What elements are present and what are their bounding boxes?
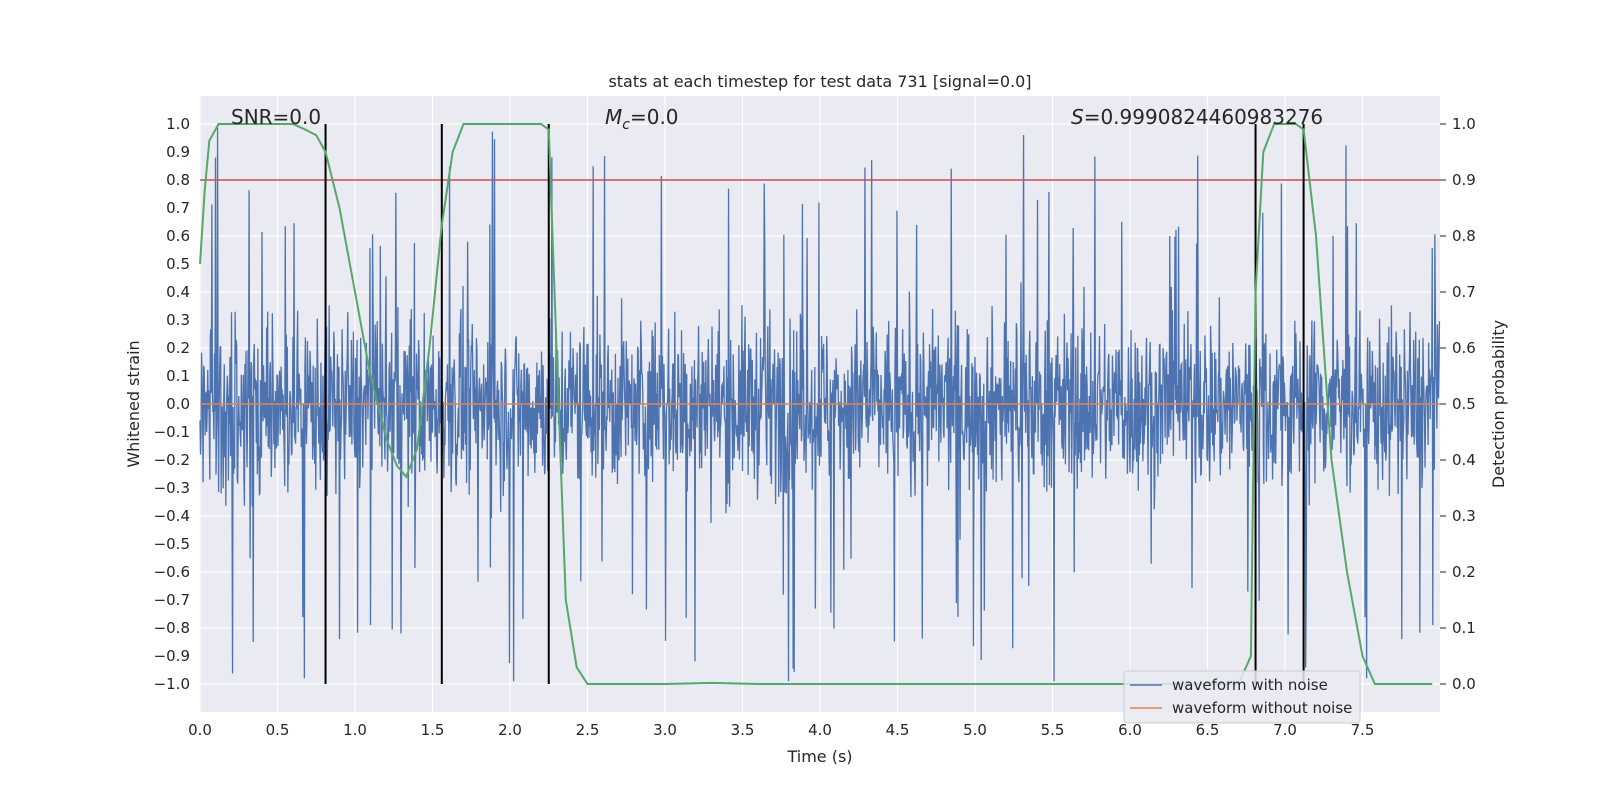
- y-tick-label: −0.9: [154, 647, 190, 665]
- legend-box: [1123, 670, 1361, 724]
- detection-probability-line: [199, 123, 1433, 685]
- y-tick-label: −0.7: [154, 591, 190, 609]
- y2-tick-label: 0.9: [1452, 171, 1476, 189]
- x-tick-label: 1.0: [343, 721, 367, 739]
- x-axis-ticks: 0.0 0.5 1.0 1.5 2.0 2.5 3.0 3.5 4.0 4.5 5.0 5.5 6.0 6…: [188, 721, 1374, 739]
- snr-annotation: SNR=0.0: [231, 105, 321, 129]
- y-axis-ticks: 1.0 0.9 0.8 0.7 0.6 0.5 0.4 0.3 0.2 0.1 0.0 −0.1 −0.…: [154, 115, 190, 693]
- x-tick-label: 5.5: [1041, 721, 1065, 739]
- score-symbol: S: [1071, 105, 1084, 129]
- y-tick-label: 0.3: [166, 311, 190, 329]
- x-tick-label: 4.5: [886, 721, 910, 739]
- y-tick-label: −0.5: [154, 535, 190, 553]
- detection-boundaries: [324, 124, 1305, 684]
- chirp-mass-value: =0.0: [630, 105, 679, 129]
- x-tick-label: 5.0: [963, 721, 987, 739]
- legend-label-noise: waveform with noise: [1172, 676, 1328, 694]
- y2-tick-label: 1.0: [1452, 115, 1476, 133]
- y2-tick-label: 0.1: [1452, 619, 1476, 637]
- y-tick-label: 0.8: [166, 171, 190, 189]
- y-tick-label: −0.8: [154, 619, 190, 637]
- y-tick-label: 0.6: [166, 227, 190, 245]
- x-tick-label: 6.5: [1196, 721, 1220, 739]
- x-tick-label: 3.5: [731, 721, 755, 739]
- score-annotation: S=0.9990824460983276: [1071, 105, 1323, 129]
- y-tick-label: 0.1: [166, 367, 190, 385]
- y2-tick-label: 0.3: [1452, 507, 1476, 525]
- y-tick-label: −0.1: [154, 423, 190, 441]
- y-tick-label: 0.4: [166, 283, 190, 301]
- y-tick-label: 0.5: [166, 255, 190, 273]
- x-tick-label: 2.5: [576, 721, 600, 739]
- y2-tick-label: 0.4: [1452, 451, 1476, 469]
- y2-tick-label: 0.6: [1452, 339, 1476, 357]
- x-tick-label: 7.5: [1351, 721, 1375, 739]
- y-tick-label: −0.3: [154, 479, 190, 497]
- y2-tick-label: 0.8: [1452, 227, 1476, 245]
- chirp-mass-symbol: M: [605, 105, 622, 129]
- y-tick-label: 1.0: [166, 115, 190, 133]
- chirp-mass-subscript: c: [622, 117, 630, 133]
- y-tick-label: −0.4: [154, 507, 190, 525]
- chart-title: stats at each timestep for test data 731…: [608, 72, 1031, 91]
- y2-axis-ticks: 1.0 0.9 0.8 0.7 0.6 0.5 0.4 0.3 0.2 0.1 0.0: [1440, 115, 1476, 693]
- legend: waveform with noise waveform without noi…: [1123, 670, 1361, 724]
- x-tick-label: 7.0: [1273, 721, 1297, 739]
- y-tick-label: −0.6: [154, 563, 190, 581]
- y2-tick-label: 0.5: [1452, 395, 1476, 413]
- chirp-mass-annotation: Mc=0.0: [605, 105, 679, 133]
- y2-tick-label: 0.2: [1452, 563, 1476, 581]
- y-tick-label: 0.7: [166, 199, 190, 217]
- y-tick-label: −1.0: [154, 675, 190, 693]
- x-tick-label: 2.0: [498, 721, 522, 739]
- y-tick-label: −0.2: [154, 451, 190, 469]
- waveform-with-noise-series: [199, 127, 1441, 682]
- y-axis-label: Whitened strain: [124, 340, 143, 467]
- y2-tick-label: 0.7: [1452, 283, 1476, 301]
- y-tick-label: 0.2: [166, 339, 190, 357]
- x-tick-label: 6.0: [1118, 721, 1142, 739]
- legend-label-clean: waveform without noise: [1172, 699, 1352, 717]
- x-tick-label: 0.0: [188, 721, 212, 739]
- score-value: =0.9990824460983276: [1084, 105, 1323, 129]
- x-tick-label: 3.0: [653, 721, 677, 739]
- y-tick-label: 0.9: [166, 143, 190, 161]
- noisy-waveform-path: [199, 127, 1441, 682]
- x-tick-label: 4.0: [808, 721, 832, 739]
- x-tick-label: 1.5: [421, 721, 445, 739]
- y2-axis-label: Detection probability: [1489, 320, 1508, 488]
- y-tick-label: 0.0: [166, 395, 190, 413]
- x-tick-label: 0.5: [266, 721, 290, 739]
- y2-tick-label: 0.0: [1452, 675, 1476, 693]
- x-axis-label: Time (s): [786, 747, 852, 766]
